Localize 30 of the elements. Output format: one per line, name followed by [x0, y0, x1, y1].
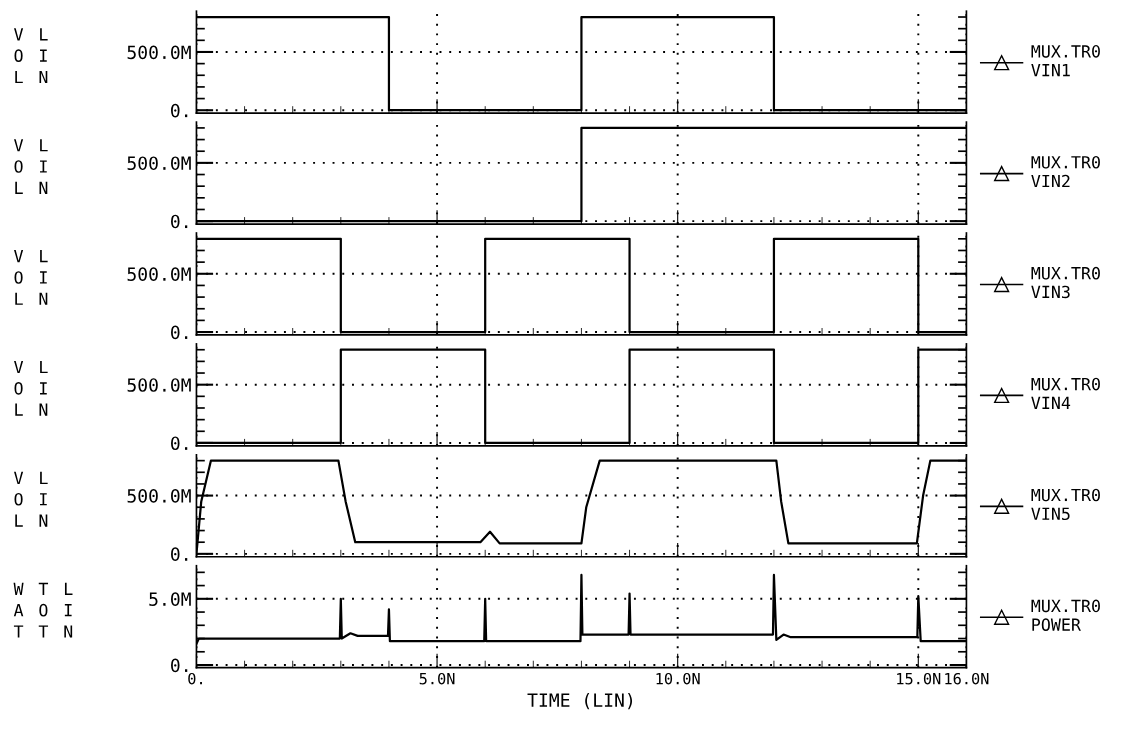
y-tick-label: 0.: [171, 658, 188, 673]
y-tick-label: 500.0M: [127, 378, 191, 392]
legend-label: MUX.TR0 VIN2: [1031, 155, 1100, 188]
text: VOL LIN: [14, 28, 48, 84]
legend-label: MUX.TR0 VIN5: [1031, 488, 1100, 521]
legend-label: MUX.TR0 POWER: [1031, 599, 1100, 631]
text: WAT TOT LIN: [13, 582, 73, 638]
y-tick-label: 500.0M: [127, 45, 191, 60]
y-tick-label: 0.: [171, 547, 188, 562]
y-tick-label: 5.0M: [149, 592, 191, 606]
x-tick-label: 10.0N: [656, 672, 700, 685]
x-tick-label: 16.0N: [945, 672, 989, 685]
text: VOL LIN: [14, 139, 48, 194]
x-tick-label: 0.: [188, 672, 202, 685]
y-tick-label: 500.0M: [127, 156, 191, 171]
x-axis-title: TIME (LIN): [527, 693, 633, 710]
y-tick-label: 500.0M: [127, 489, 191, 503]
y-tick-label: 500.0M: [127, 267, 191, 281]
legend-label: MUX.TR0 VIN3: [1031, 266, 1100, 299]
y-tick-label: 0.: [171, 214, 188, 229]
y-tick-label: 0.: [171, 103, 188, 118]
y-tick-label: 0.: [171, 325, 188, 340]
text: VOL LIN: [14, 250, 48, 305]
text: VOL LIN: [14, 360, 48, 416]
legend-label: MUX.TR0 VIN4: [1031, 377, 1100, 409]
x-tick-label: 5.0N: [419, 672, 455, 685]
text: VOL LIN: [14, 471, 48, 527]
legend-label: MUX.TR0 VIN1: [1031, 45, 1100, 77]
y-tick-label: 0.: [171, 436, 188, 451]
x-tick-label: 15.0N: [897, 672, 941, 685]
